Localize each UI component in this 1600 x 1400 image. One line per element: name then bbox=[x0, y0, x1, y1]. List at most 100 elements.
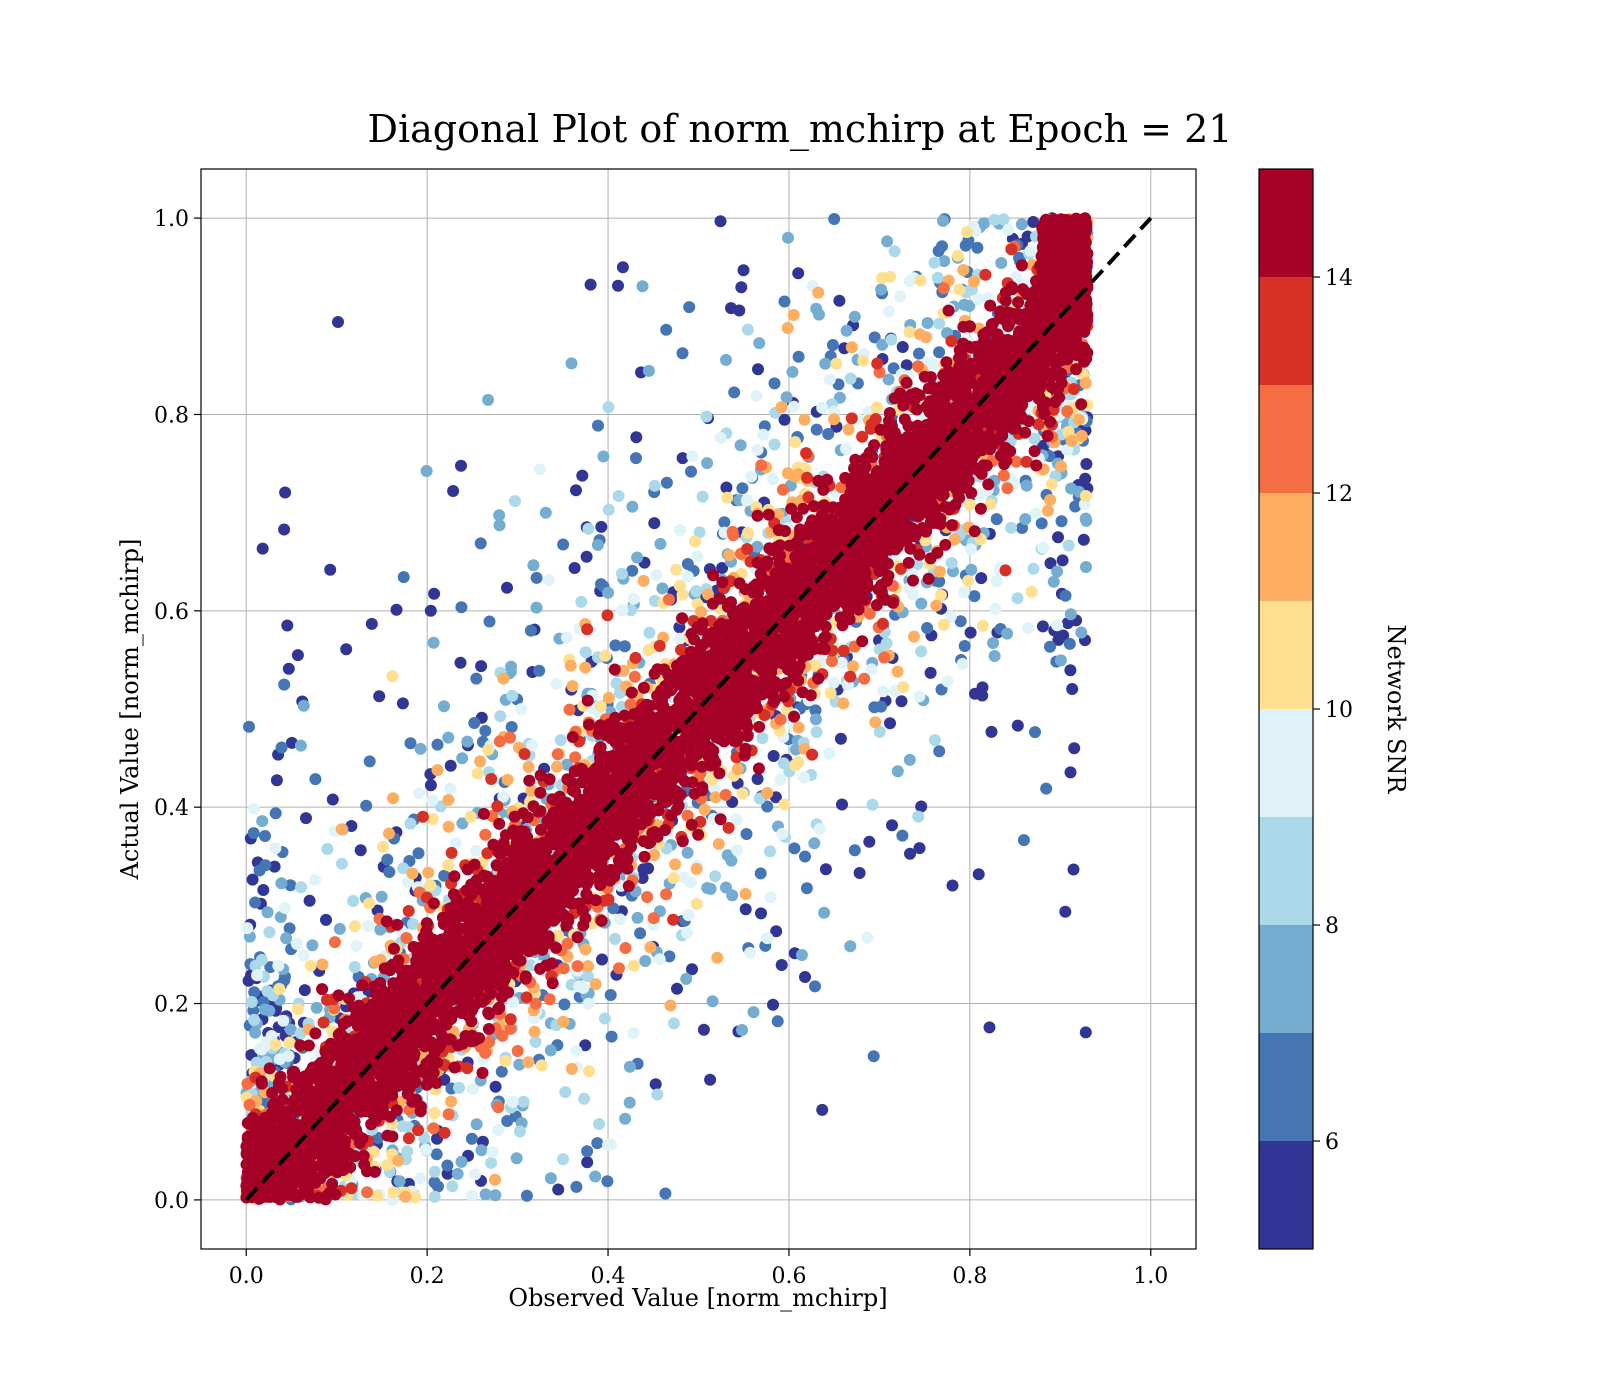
scatter-point bbox=[248, 986, 261, 999]
scatter-point bbox=[445, 1095, 458, 1108]
scatter-point bbox=[742, 526, 754, 539]
scatter-point bbox=[695, 606, 708, 618]
scatter-point bbox=[886, 819, 898, 832]
scatter-point bbox=[348, 961, 361, 973]
scatter-point bbox=[1044, 557, 1057, 570]
scatter-point bbox=[988, 650, 1001, 662]
scatter-point bbox=[675, 643, 687, 656]
scatter-point bbox=[291, 1003, 304, 1016]
scatter-point bbox=[842, 423, 855, 436]
scatter-point bbox=[802, 491, 815, 504]
scatter-point bbox=[626, 564, 639, 577]
scatter-point bbox=[529, 1035, 542, 1048]
scatter-point bbox=[404, 817, 417, 830]
scatter-point bbox=[602, 401, 615, 414]
scatter-point bbox=[371, 1189, 384, 1202]
scatter-point bbox=[340, 643, 353, 656]
scatter-point bbox=[995, 257, 1008, 269]
scatter-point bbox=[431, 738, 444, 751]
scatter-point bbox=[291, 649, 304, 662]
scatter-point bbox=[1059, 589, 1072, 602]
scatter-point bbox=[402, 1132, 415, 1145]
scatter-point bbox=[1020, 455, 1033, 468]
scatter-point bbox=[786, 366, 799, 378]
scatter-point bbox=[762, 508, 775, 521]
scatter-point bbox=[761, 800, 774, 813]
scatter-point bbox=[474, 537, 487, 550]
scatter-point bbox=[485, 773, 498, 785]
scatter-point bbox=[424, 604, 437, 617]
scatter-point bbox=[316, 958, 329, 971]
scatter-point bbox=[442, 731, 455, 744]
scatter-point bbox=[581, 970, 594, 983]
scatter-point bbox=[938, 255, 951, 268]
scatter-point bbox=[1064, 664, 1077, 677]
scatter-point bbox=[599, 649, 612, 662]
scatter-point bbox=[412, 1124, 425, 1137]
scatter-point bbox=[251, 969, 263, 982]
scatter-point bbox=[833, 294, 846, 307]
scatter-point bbox=[868, 331, 881, 344]
scatter-point bbox=[809, 704, 822, 717]
scatter-point bbox=[921, 317, 934, 329]
scatter-point bbox=[350, 939, 363, 952]
scatter-point bbox=[320, 913, 332, 926]
scatter-point bbox=[407, 918, 419, 930]
scatter-point bbox=[747, 1006, 760, 1019]
scatter-point bbox=[985, 725, 998, 738]
scatter-point bbox=[579, 661, 592, 674]
scatter-point bbox=[336, 857, 348, 870]
scatter-point bbox=[840, 324, 853, 337]
scatter-point bbox=[827, 676, 840, 689]
scatter-point bbox=[726, 889, 739, 902]
scatter-point bbox=[578, 1092, 591, 1105]
scatter-point bbox=[281, 619, 294, 632]
scatter-point bbox=[1061, 405, 1074, 418]
scatter-point bbox=[775, 401, 788, 414]
scatter-point bbox=[964, 626, 977, 639]
scatter-point bbox=[731, 763, 744, 776]
scatter-point bbox=[795, 949, 808, 961]
scatter-point bbox=[475, 660, 488, 673]
scatter-point bbox=[1042, 504, 1054, 517]
scatter-point bbox=[739, 888, 752, 900]
scatter-point bbox=[976, 619, 989, 632]
scatter-point bbox=[1027, 562, 1040, 575]
scatter-point bbox=[345, 1182, 358, 1195]
scatter-point bbox=[885, 333, 898, 346]
scatter-point bbox=[522, 760, 535, 773]
scatter-point bbox=[1015, 218, 1028, 231]
scatter-point bbox=[354, 844, 367, 857]
scatter-point bbox=[682, 909, 695, 922]
scatter-point bbox=[775, 959, 788, 971]
scatter-point bbox=[461, 735, 474, 748]
scatter-point bbox=[1067, 383, 1080, 395]
scatter-point bbox=[1055, 460, 1067, 473]
scatter-point bbox=[768, 438, 781, 451]
scatter-point bbox=[544, 1172, 557, 1185]
scatter-point bbox=[761, 787, 774, 799]
scatter-point bbox=[933, 346, 946, 359]
scatter-point bbox=[493, 519, 506, 532]
scatter-point bbox=[690, 898, 703, 910]
scatter-point bbox=[419, 1143, 432, 1156]
scatter-point bbox=[453, 1081, 465, 1094]
scatter-point bbox=[552, 929, 565, 942]
scatter-point bbox=[373, 690, 386, 703]
scatter-point bbox=[257, 884, 270, 896]
scatter-point bbox=[771, 1015, 784, 1028]
scatter-point bbox=[625, 686, 638, 699]
scatter-point bbox=[660, 476, 673, 489]
scatter-point bbox=[1027, 216, 1040, 228]
scatter-point bbox=[1044, 494, 1057, 506]
scatter-point bbox=[1020, 479, 1033, 492]
scatter-point bbox=[422, 866, 435, 879]
scatter-point bbox=[644, 941, 657, 954]
scatter-point bbox=[741, 323, 754, 336]
scatter-point bbox=[714, 215, 727, 228]
scatter-point bbox=[740, 494, 753, 507]
scatter-point bbox=[881, 235, 894, 248]
scatter-points bbox=[240, 212, 1094, 1206]
scatter-point bbox=[596, 953, 608, 966]
scatter-point bbox=[957, 586, 970, 599]
